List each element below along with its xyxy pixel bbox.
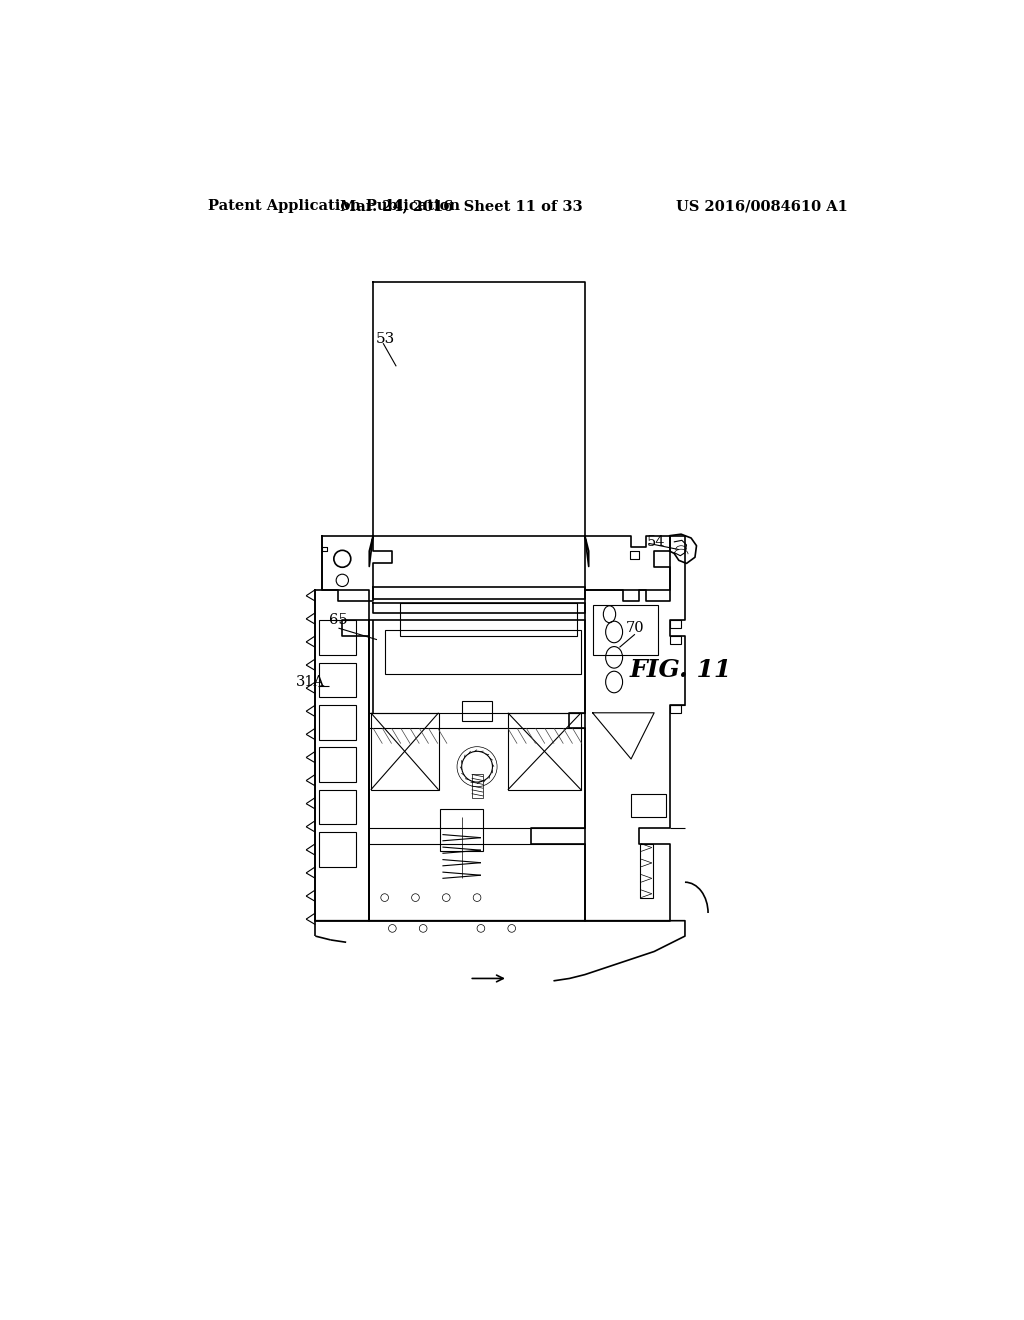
Text: 53: 53 (376, 333, 394, 346)
Bar (462, 701, 493, 721)
Bar (400, 603, 578, 636)
Bar (640, 843, 653, 898)
Text: US 2016/0084610 A1: US 2016/0084610 A1 (676, 199, 848, 213)
Bar (670, 620, 681, 628)
Bar (319, 663, 356, 697)
Text: 65: 65 (330, 614, 348, 627)
Bar (508, 713, 581, 789)
Text: 54: 54 (646, 535, 665, 549)
Bar (319, 620, 356, 655)
Bar (385, 630, 581, 675)
Bar (593, 605, 658, 655)
Text: 31A: 31A (296, 675, 326, 689)
Bar (319, 789, 356, 825)
Bar (670, 636, 681, 644)
Bar (371, 713, 438, 789)
Text: FIG. 11: FIG. 11 (630, 659, 732, 682)
Bar (472, 775, 483, 797)
Bar (319, 747, 356, 781)
Bar (670, 705, 681, 713)
Text: Patent Application Publication: Patent Application Publication (208, 199, 460, 213)
Text: 70: 70 (626, 622, 644, 635)
Bar (631, 793, 666, 817)
Text: Mar. 24, 2016  Sheet 11 of 33: Mar. 24, 2016 Sheet 11 of 33 (340, 199, 583, 213)
Bar (319, 705, 356, 739)
Bar (440, 809, 483, 851)
Bar (319, 832, 356, 867)
